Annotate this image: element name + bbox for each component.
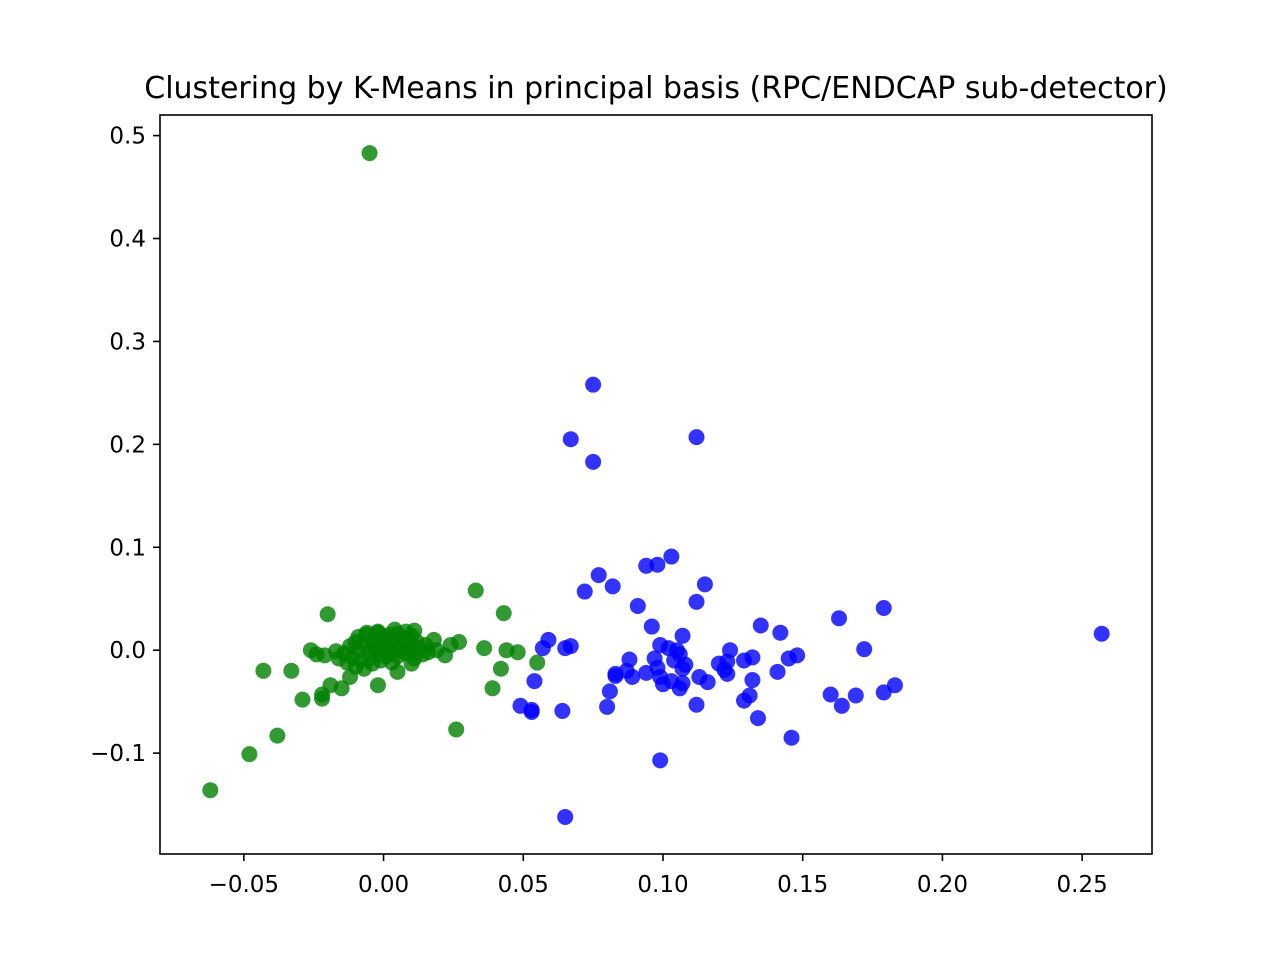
scatter-point: [523, 703, 540, 720]
scatter-point: [831, 610, 848, 627]
plot-area-frame: [159, 114, 1153, 855]
scatter-point: [722, 642, 739, 659]
scatter-point: [744, 649, 761, 666]
scatter-point: [833, 697, 850, 714]
scatter-point: [389, 663, 406, 680]
scatter-point: [847, 687, 864, 704]
scatter-point: [448, 721, 465, 738]
scatter-point: [604, 578, 621, 595]
scatter-point: [699, 674, 716, 691]
scatter-point: [649, 556, 666, 573]
scatter-point: [403, 655, 420, 672]
scatter-point: [529, 654, 546, 671]
scatter-point: [674, 660, 691, 677]
scatter-point: [386, 621, 403, 638]
scatter-point: [557, 808, 574, 825]
scatter-point: [652, 752, 669, 769]
x-tick-label: 0.15: [777, 872, 828, 898]
scatter-point: [241, 746, 258, 763]
scatter-points: [202, 145, 1110, 825]
scatter-point: [674, 675, 691, 692]
scatter-point: [749, 710, 766, 727]
scatter-point: [562, 638, 579, 655]
scatter-point: [624, 668, 641, 685]
scatter-point: [663, 548, 680, 565]
scatter-point: [789, 647, 806, 664]
scatter-point: [769, 663, 786, 680]
y-tick-label: −0.1: [90, 741, 146, 767]
scatter-point: [526, 673, 543, 690]
y-axis: −0.1 0.0 0.1 0.2 0.3 0.4 0.5: [90, 124, 160, 767]
scatter-point: [509, 644, 526, 661]
scatter-point: [719, 665, 736, 682]
scatter-point: [590, 567, 607, 584]
scatter-point: [495, 605, 512, 622]
scatter-point: [361, 145, 378, 162]
scatter-point: [654, 676, 671, 693]
scatter-point: [822, 686, 839, 703]
scatter-point: [696, 576, 713, 593]
scatter-point: [688, 429, 705, 446]
y-tick-label: 0.1: [109, 535, 146, 561]
y-tick-label: 0.5: [109, 124, 146, 150]
x-tick-label: −0.05: [209, 872, 279, 898]
y-tick-label: 0.0: [109, 638, 146, 664]
scatter-point: [772, 624, 789, 641]
scatter-point: [736, 692, 753, 709]
x-axis: −0.05 0.00 0.05 0.10 0.15 0.20 0.25: [209, 854, 1108, 898]
scatter-point: [629, 597, 646, 614]
scatter-point: [585, 376, 602, 393]
scatter-point: [476, 640, 493, 657]
x-tick-label: 0.00: [358, 872, 409, 898]
scatter-point: [875, 600, 892, 617]
scatter-point: [886, 677, 903, 694]
scatter-point: [319, 606, 336, 623]
scatter-point: [576, 583, 593, 600]
scatter-point: [269, 727, 286, 744]
scatter-point: [752, 617, 769, 634]
scatter-point: [607, 667, 624, 684]
scatter-point: [554, 702, 571, 719]
scatter-point: [744, 672, 761, 689]
chart-title: Clustering by K-Means in principal basis…: [144, 71, 1167, 106]
y-tick-label: 0.3: [109, 329, 146, 355]
scatter-point: [688, 593, 705, 610]
scatter-point: [467, 582, 484, 599]
scatter-point: [202, 782, 219, 799]
scatter-point: [856, 641, 873, 658]
scatter-point: [406, 622, 423, 639]
x-tick-label: 0.10: [637, 872, 688, 898]
scatter-point: [255, 662, 272, 679]
scatter-point: [638, 664, 655, 681]
x-tick-label: 0.05: [498, 872, 549, 898]
x-tick-label: 0.20: [917, 872, 968, 898]
scatter-point: [369, 677, 386, 694]
y-tick-label: 0.2: [109, 432, 146, 458]
scatter-point: [358, 624, 375, 641]
scatter-point: [783, 729, 800, 746]
x-tick-label: 0.25: [1057, 872, 1108, 898]
scatter-point: [674, 627, 691, 644]
scatter-point: [484, 680, 501, 697]
scatter-point: [562, 431, 579, 448]
scatter-point: [492, 660, 509, 677]
y-tick-label: 0.4: [109, 227, 146, 253]
scatter-point: [688, 696, 705, 713]
scatter-point: [585, 453, 602, 470]
scatter-point: [1093, 625, 1110, 642]
scatter-point: [294, 691, 311, 708]
scatter-point: [333, 680, 350, 697]
scatter-point: [599, 698, 616, 715]
scatter-point: [534, 640, 551, 657]
scatter-point: [643, 618, 660, 635]
scatter-point: [601, 683, 618, 700]
scatter-point: [283, 662, 300, 679]
scatter-point: [451, 633, 467, 650]
